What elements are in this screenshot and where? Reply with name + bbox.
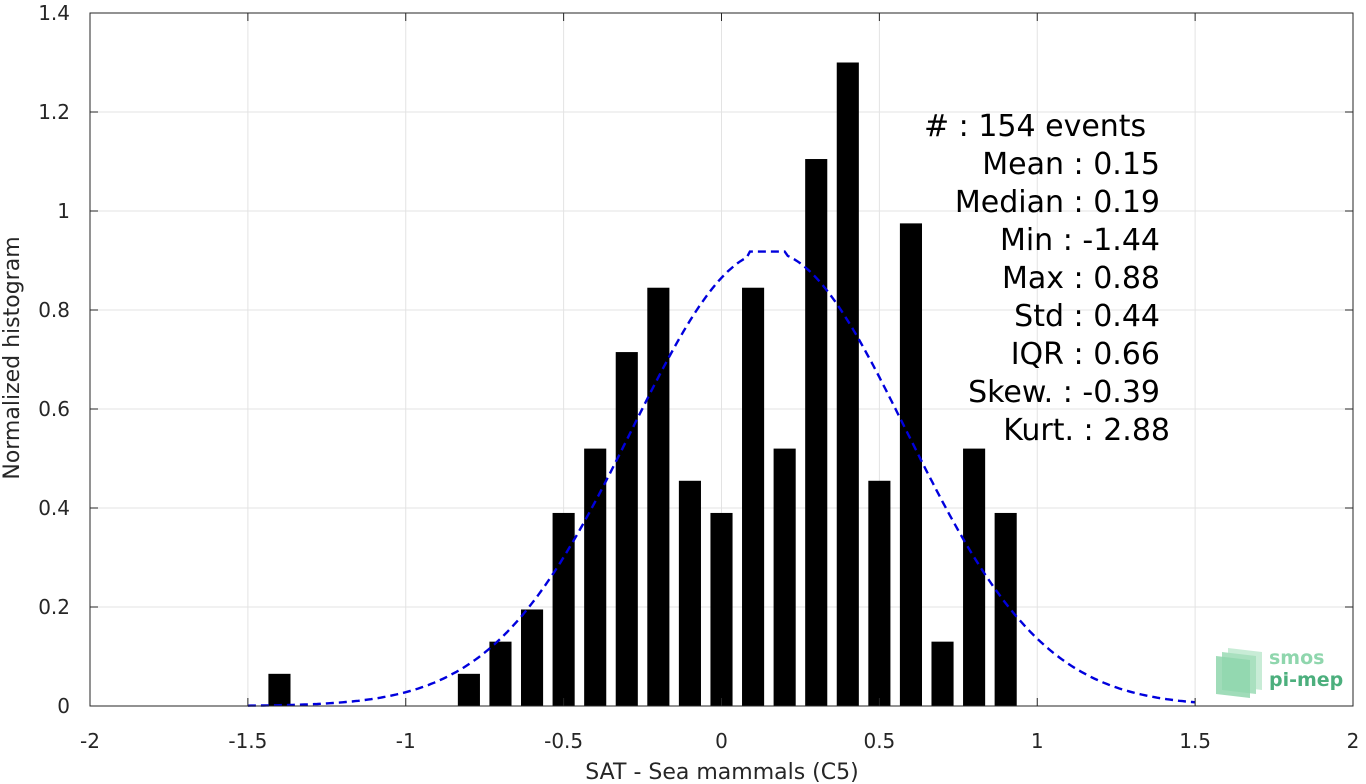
x-tick-label: 1.5 [1179, 729, 1211, 753]
axis-ticks [89, 12, 1354, 707]
x-tick-label: 0 [715, 729, 728, 753]
histogram-bar [931, 641, 954, 706]
y-tick-label: 0.8 [38, 298, 70, 322]
histogram-bar [489, 641, 512, 706]
stat-line: # : 154 events [924, 109, 1146, 144]
x-tick-labels: -2 -1.5 -1 -0.5 0 0.5 1 1.5 2 [80, 729, 1359, 753]
y-tick-label: 1 [57, 199, 70, 223]
histogram-bar [836, 62, 859, 706]
y-tick-label: 0.2 [38, 595, 70, 619]
x-tick-label: -1.5 [228, 729, 267, 753]
stat-line: Median : 0.19 [955, 185, 1160, 220]
stat-line: IQR : 0.66 [1011, 337, 1160, 372]
histogram-bar [678, 480, 701, 706]
histogram-bar [268, 673, 291, 706]
y-axis-label: Normalized histogram [0, 236, 25, 479]
y-tick-label: 0.4 [38, 496, 70, 520]
histogram-bar [773, 448, 796, 706]
histogram-bar [805, 159, 828, 706]
stat-line: Mean : 0.15 [982, 147, 1160, 182]
histogram-bar [710, 512, 733, 706]
histogram-bar [552, 512, 575, 706]
x-tick-label: 0.5 [863, 729, 895, 753]
stat-line: Kurt. : 2.88 [1003, 413, 1170, 448]
histogram-bar [584, 448, 607, 706]
logo-text-pi-mep: pi-mep [1269, 669, 1343, 691]
x-axis-label: SAT - Sea mammals (C5) [585, 760, 858, 784]
histogram-bar [615, 352, 638, 706]
stat-line: Std : 0.44 [1014, 299, 1160, 334]
stat-line: Min : -1.44 [1000, 223, 1160, 258]
x-tick-label: -0.5 [544, 729, 583, 753]
y-tick-label: 0.6 [38, 397, 70, 421]
histogram-bar [457, 673, 480, 706]
stat-line: Skew. : -0.39 [968, 375, 1160, 410]
logo-mark-icon [1216, 648, 1262, 698]
histogram-bar [868, 480, 891, 706]
x-tick-label: -1 [396, 729, 416, 753]
smos-pi-mep-logo: smos pi-mep [1216, 647, 1343, 698]
x-tick-label: 1 [1031, 729, 1044, 753]
stat-line: Max : 0.88 [1002, 261, 1160, 296]
x-tick-label: -2 [80, 729, 100, 753]
logo-text-smos: smos [1269, 647, 1324, 669]
y-tick-labels: 0 0.2 0.4 0.6 0.8 1 1.2 1.4 [38, 1, 70, 718]
histogram-bar [520, 609, 544, 706]
normal-fit-curve [247, 250, 1196, 707]
y-tick-label: 1.4 [38, 1, 70, 25]
x-tick-label: 2 [1347, 729, 1360, 753]
histogram-bar [994, 512, 1017, 706]
y-tick-label: 1.2 [38, 100, 70, 124]
y-tick-label: 0 [57, 694, 70, 718]
histogram-bar [899, 223, 923, 706]
histogram-bar [647, 287, 670, 706]
histogram-bar [742, 287, 765, 706]
histogram-bar [963, 448, 986, 706]
